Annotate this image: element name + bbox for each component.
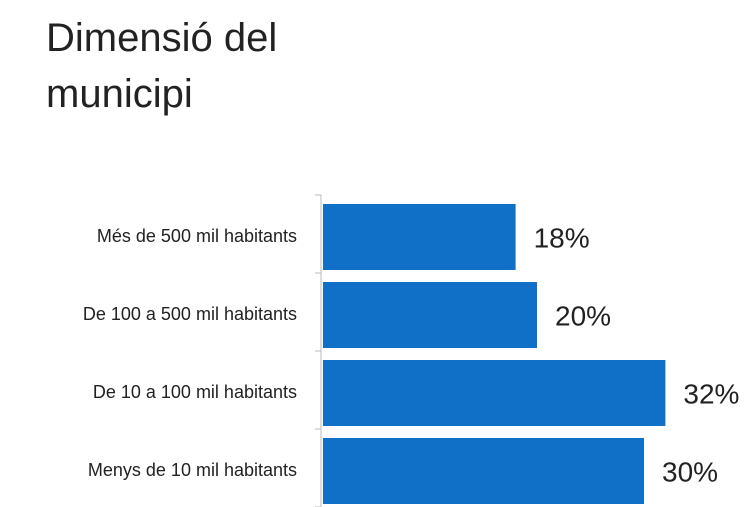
- category-label: Menys de 10 mil habitants: [88, 460, 297, 480]
- bar: [323, 282, 537, 348]
- value-label: 20%: [555, 300, 611, 331]
- category-label: Més de 500 mil habitants: [97, 226, 297, 246]
- category-label: De 10 a 100 mil habitants: [93, 382, 297, 402]
- value-label: 18%: [534, 222, 590, 253]
- value-label: 30%: [662, 456, 718, 487]
- bar: [323, 360, 666, 426]
- value-label: 32%: [683, 378, 739, 409]
- bar: [323, 204, 516, 270]
- bar: [323, 438, 644, 504]
- category-label: De 100 a 500 mil habitants: [83, 304, 297, 324]
- chart-title: Dimensió del municipi: [46, 16, 278, 116]
